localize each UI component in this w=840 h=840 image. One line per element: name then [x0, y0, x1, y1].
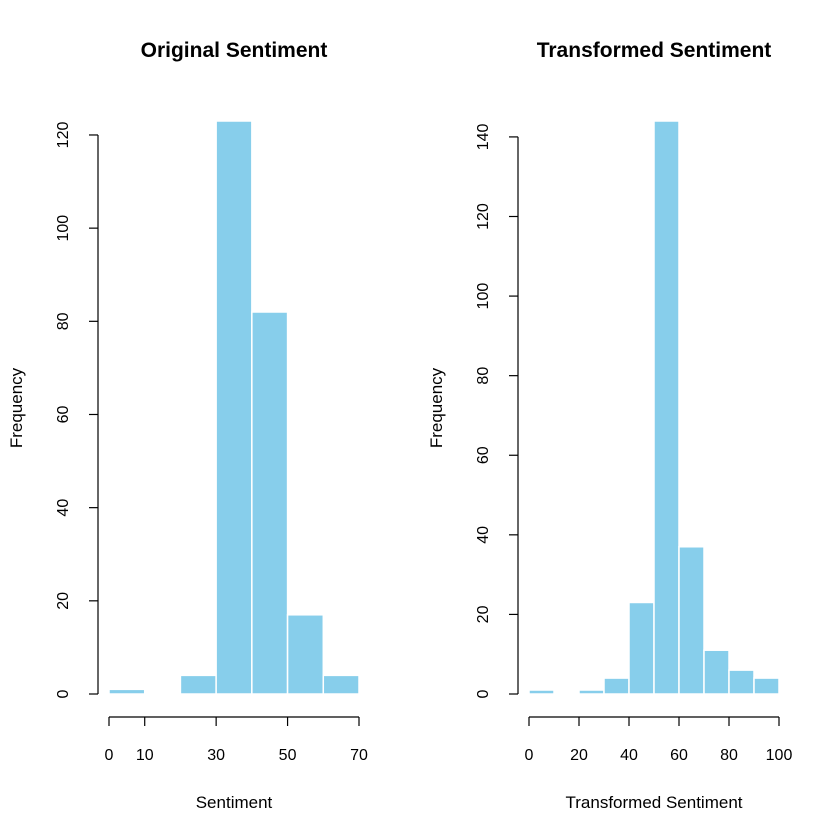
y-tick-label: 100 — [475, 283, 492, 310]
y-tick-label: 40 — [55, 499, 72, 517]
histogram-bar — [322, 674, 360, 695]
y-tick-label: 60 — [55, 405, 72, 423]
histogram-bar — [703, 649, 730, 695]
y-tick-label: 100 — [55, 215, 72, 242]
histogram-bar — [753, 677, 780, 695]
y-tick-label: 80 — [55, 312, 72, 330]
y-tick-label: 20 — [55, 592, 72, 610]
histogram-bar — [528, 689, 555, 695]
histogram-bar — [728, 669, 755, 695]
x-tick-label: 70 — [350, 747, 368, 764]
x-tick-label: 0 — [105, 747, 114, 764]
histogram-bar — [628, 601, 655, 695]
x-tick-label: 40 — [620, 747, 638, 764]
histogram-bar — [179, 674, 217, 695]
y-tick-label: 120 — [55, 122, 72, 149]
x-tick-label: 60 — [670, 747, 688, 764]
x-tick-label: 80 — [720, 747, 738, 764]
bars — [108, 120, 360, 695]
y-tick-label: 80 — [475, 367, 492, 385]
y-axis: 0 20 40 60 80 100 120 — [55, 122, 99, 698]
x-axis-label: Sentiment — [196, 793, 273, 812]
histogram-bar — [603, 677, 630, 695]
histogram-bar — [215, 120, 253, 695]
y-tick-label: 0 — [475, 689, 492, 698]
chart-title: Original Sentiment — [141, 39, 328, 62]
x-axis: 0 10 30 50 70 — [105, 716, 368, 764]
transformed-sentiment-histogram: Transformed Sentiment Transformed Sentim… — [427, 39, 792, 812]
original-sentiment-histogram: Original Sentiment Sentiment Frequency 0… — [7, 39, 368, 812]
y-axis-label: Frequency — [427, 367, 446, 448]
x-tick-label: 30 — [207, 747, 225, 764]
chart-title: Transformed Sentiment — [537, 39, 772, 62]
y-tick-label: 0 — [55, 689, 72, 698]
y-axis-label: Frequency — [7, 367, 26, 448]
y-axis: 0 20 40 60 80 100 120 140 — [475, 123, 519, 698]
y-tick-label: 60 — [475, 446, 492, 464]
y-tick-label: 140 — [475, 123, 492, 150]
x-tick-label: 50 — [279, 747, 297, 764]
x-axis-label: Transformed Sentiment — [566, 793, 743, 812]
x-tick-label: 20 — [570, 747, 588, 764]
histogram-bar — [578, 689, 605, 695]
x-tick-label: 100 — [766, 747, 793, 764]
y-tick-label: 40 — [475, 526, 492, 544]
histogram-bar — [678, 546, 705, 695]
histogram-bar — [653, 120, 680, 695]
histogram-bar — [108, 688, 146, 695]
x-tick-label: 0 — [525, 747, 534, 764]
x-tick-label: 10 — [136, 747, 154, 764]
y-tick-label: 120 — [475, 203, 492, 230]
x-axis: 0 20 40 60 80 100 — [525, 716, 793, 764]
y-tick-label: 20 — [475, 605, 492, 623]
histogram-bar — [251, 311, 289, 695]
histogram-bar — [286, 614, 325, 695]
bars — [528, 120, 780, 695]
